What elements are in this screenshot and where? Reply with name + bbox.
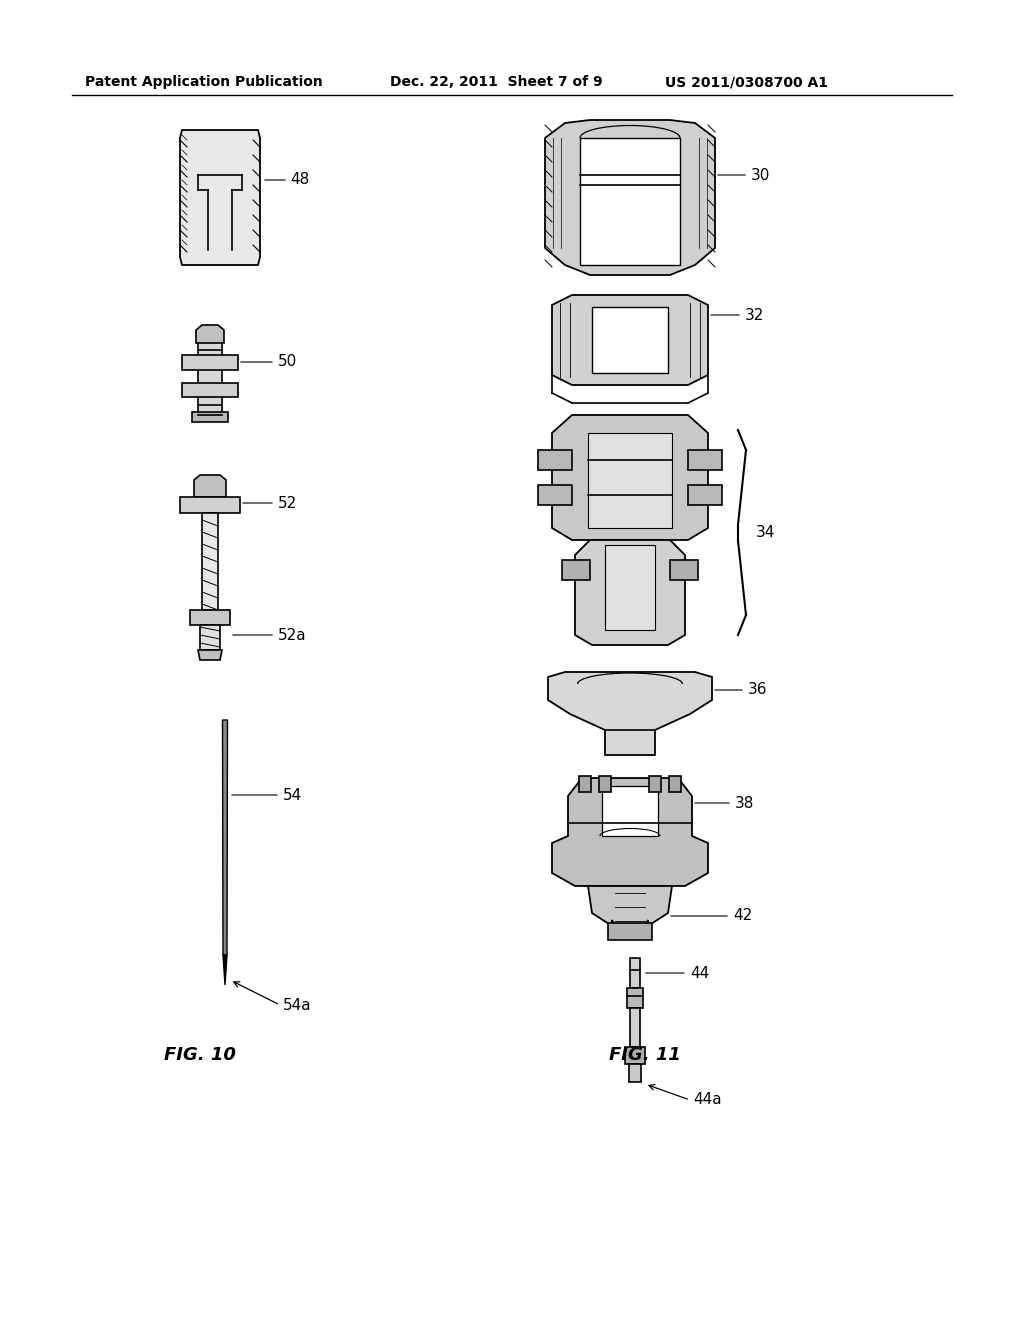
Text: 54a: 54a bbox=[283, 998, 311, 1012]
Bar bbox=[629, 1064, 641, 1082]
Bar bbox=[688, 484, 722, 506]
Bar bbox=[608, 923, 652, 940]
Polygon shape bbox=[575, 540, 685, 645]
Text: 32: 32 bbox=[745, 308, 764, 322]
Polygon shape bbox=[552, 414, 708, 540]
Text: 34: 34 bbox=[756, 525, 775, 540]
Polygon shape bbox=[194, 475, 226, 498]
Bar bbox=[202, 513, 218, 610]
Bar bbox=[627, 987, 643, 1008]
Bar bbox=[193, 412, 228, 422]
Polygon shape bbox=[592, 308, 668, 374]
Bar bbox=[190, 610, 230, 624]
Polygon shape bbox=[552, 777, 708, 886]
Bar bbox=[599, 776, 611, 792]
Bar bbox=[630, 1008, 640, 1047]
Text: 38: 38 bbox=[735, 796, 755, 810]
Polygon shape bbox=[580, 139, 680, 265]
Bar bbox=[182, 355, 238, 370]
Polygon shape bbox=[223, 954, 227, 985]
Polygon shape bbox=[552, 294, 708, 385]
Bar bbox=[670, 560, 698, 579]
Polygon shape bbox=[180, 129, 260, 265]
Text: 44a: 44a bbox=[693, 1093, 722, 1107]
Polygon shape bbox=[588, 886, 672, 935]
Polygon shape bbox=[545, 120, 715, 275]
Text: 54: 54 bbox=[283, 788, 302, 803]
Bar bbox=[538, 484, 572, 506]
Bar bbox=[562, 560, 590, 579]
Bar bbox=[182, 383, 238, 397]
Text: 36: 36 bbox=[748, 682, 768, 697]
Polygon shape bbox=[602, 785, 658, 836]
Text: 44: 44 bbox=[690, 965, 710, 981]
Polygon shape bbox=[548, 672, 712, 755]
Bar bbox=[198, 341, 222, 414]
Bar bbox=[200, 624, 220, 649]
Bar bbox=[579, 776, 591, 792]
Text: FIG. 10: FIG. 10 bbox=[164, 1045, 236, 1064]
Text: 42: 42 bbox=[733, 908, 753, 924]
Polygon shape bbox=[222, 719, 227, 954]
Polygon shape bbox=[588, 433, 672, 528]
Bar bbox=[649, 776, 662, 792]
Bar bbox=[688, 450, 722, 470]
Bar bbox=[630, 958, 640, 987]
Text: Patent Application Publication: Patent Application Publication bbox=[85, 75, 323, 88]
Text: FIG. 11: FIG. 11 bbox=[609, 1045, 681, 1064]
Bar bbox=[669, 776, 681, 792]
Polygon shape bbox=[198, 649, 222, 660]
Bar bbox=[538, 450, 572, 470]
Text: 52: 52 bbox=[278, 495, 297, 511]
Polygon shape bbox=[605, 545, 655, 630]
Text: 30: 30 bbox=[751, 168, 770, 182]
Polygon shape bbox=[196, 325, 224, 343]
Text: Dec. 22, 2011  Sheet 7 of 9: Dec. 22, 2011 Sheet 7 of 9 bbox=[390, 75, 603, 88]
Text: 52a: 52a bbox=[278, 627, 306, 643]
Text: 48: 48 bbox=[290, 173, 309, 187]
Bar bbox=[180, 498, 240, 513]
Bar bbox=[625, 1047, 645, 1064]
Text: 50: 50 bbox=[278, 355, 297, 370]
Text: US 2011/0308700 A1: US 2011/0308700 A1 bbox=[665, 75, 828, 88]
